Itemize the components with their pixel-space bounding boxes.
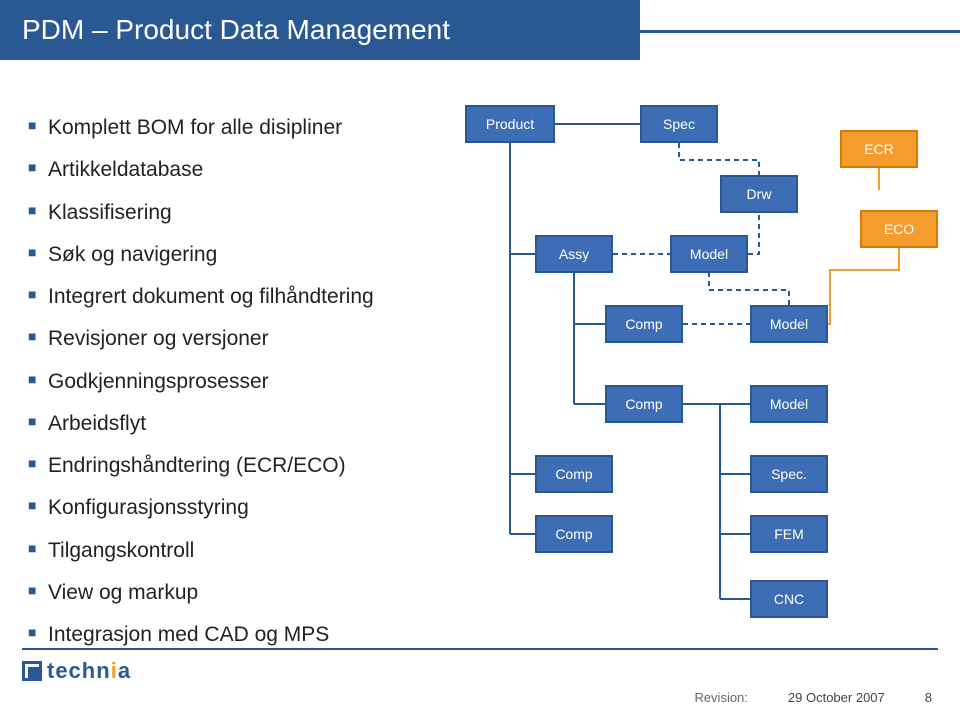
node-label: Comp <box>625 396 662 412</box>
footer-divider <box>22 648 938 650</box>
node-label: Comp <box>555 526 592 542</box>
node-model: Model <box>750 305 828 343</box>
node-label: Drw <box>747 186 772 202</box>
node-spec2: Spec. <box>750 455 828 493</box>
node-label: Product <box>486 116 534 132</box>
node-comp: Comp <box>535 515 613 553</box>
footer-revision-label: Revision: <box>694 690 747 705</box>
slide-title-text: PDM – Product Data Management <box>22 14 450 46</box>
bullet-item: Godkjenningsprosesser <box>28 369 448 395</box>
bullet-item: Artikkeldatabase <box>28 157 448 183</box>
node-label: ECR <box>864 141 894 157</box>
node-label: ECO <box>884 221 914 237</box>
logo-text-end: a <box>118 658 131 683</box>
node-model: Model <box>670 235 748 273</box>
bullet-item: Revisjoner og versjoner <box>28 326 448 352</box>
bullet-item: Tilgangskontroll <box>28 538 448 564</box>
bullet-item: Integrert dokument og filhåndtering <box>28 284 448 310</box>
logo-text-accent: i <box>111 658 118 683</box>
node-label: Model <box>770 396 808 412</box>
footer-meta: Revision: 29 October 2007 8 <box>694 690 932 705</box>
node-drw: Drw <box>720 175 798 213</box>
node-label: Comp <box>625 316 662 332</box>
node-label: Spec. <box>771 466 807 482</box>
bullet-item: Søk og navigering <box>28 242 448 268</box>
node-label: CNC <box>774 591 804 607</box>
bullet-item: View og markup <box>28 580 448 606</box>
footer-page-number: 8 <box>925 690 932 705</box>
node-comp: Comp <box>605 305 683 343</box>
node-model: Model <box>750 385 828 423</box>
company-logo: technia <box>22 658 131 684</box>
bullet-item: Komplett BOM for alle disipliner <box>28 115 448 141</box>
node-label: Comp <box>555 466 592 482</box>
node-fem: FEM <box>750 515 828 553</box>
bullet-list: Komplett BOM for alle disipliner Artikke… <box>28 115 448 664</box>
logo-icon <box>22 661 42 681</box>
node-label: Model <box>770 316 808 332</box>
footer-date: 29 October 2007 <box>788 690 885 705</box>
bullet-item: Klassifisering <box>28 200 448 226</box>
node-spec: Spec <box>640 105 718 143</box>
bullet-item: Endringshåndtering (ECR/ECO) <box>28 453 448 479</box>
bullet-item: Konfigurasjonsstyring <box>28 495 448 521</box>
logo-text-main: techn <box>47 658 111 683</box>
diagram-connectors <box>460 100 940 640</box>
logo-text: technia <box>47 658 131 684</box>
diagram-area: Product Spec Drw Assy Model Comp Model C… <box>460 100 940 640</box>
bullet-item: Integrasjon med CAD og MPS <box>28 622 448 648</box>
node-product: Product <box>465 105 555 143</box>
node-eco: ECO <box>860 210 938 248</box>
node-ecr: ECR <box>840 130 918 168</box>
node-cnc: CNC <box>750 580 828 618</box>
node-label: FEM <box>774 526 804 542</box>
node-label: Model <box>690 246 728 262</box>
node-assy: Assy <box>535 235 613 273</box>
slide-title: PDM – Product Data Management <box>0 0 640 60</box>
bullet-item: Arbeidsflyt <box>28 411 448 437</box>
node-comp: Comp <box>605 385 683 423</box>
node-label: Spec <box>663 116 695 132</box>
title-divider <box>640 30 960 33</box>
node-label: Assy <box>559 246 589 262</box>
node-comp: Comp <box>535 455 613 493</box>
